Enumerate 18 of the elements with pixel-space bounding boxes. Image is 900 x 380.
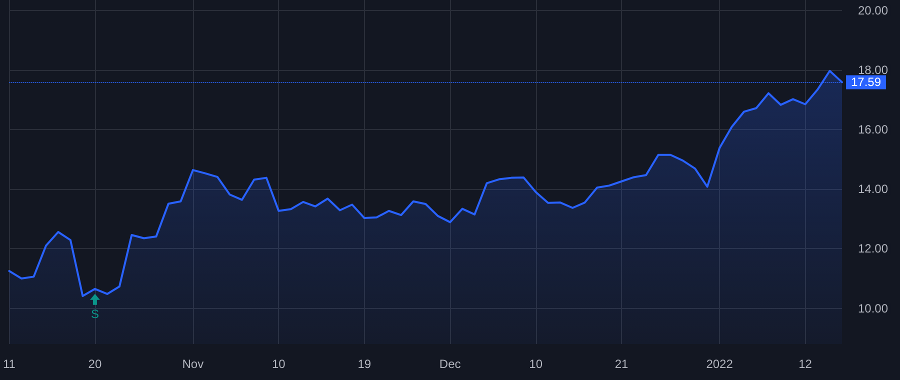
x-tick-label: Nov (182, 357, 204, 371)
x-tick-label: Dec (439, 357, 461, 371)
x-tick-label: 20 (88, 357, 102, 371)
ref-line-label: 17.59 (851, 75, 882, 90)
x-tick-label: 11 (2, 357, 16, 371)
x-tick-label: 19 (358, 357, 372, 371)
y-tick-label: 14.00 (858, 182, 888, 196)
x-tick-label: 12 (798, 357, 812, 371)
annotation: S (90, 306, 99, 321)
x-tick-label: 10 (529, 357, 543, 371)
y-tick-label: 10.00 (858, 301, 888, 316)
x-tick-label: 2022 (706, 357, 734, 371)
y-tick-label: 20.00 (858, 3, 888, 18)
x-tick-label: 10 (272, 357, 286, 371)
x-tick-label: 21 (614, 357, 629, 371)
y-tick-label: 18.00 (858, 62, 888, 77)
y-tick-label: 16.00 (858, 122, 888, 137)
y-tick-label: 12.00 (858, 242, 888, 256)
